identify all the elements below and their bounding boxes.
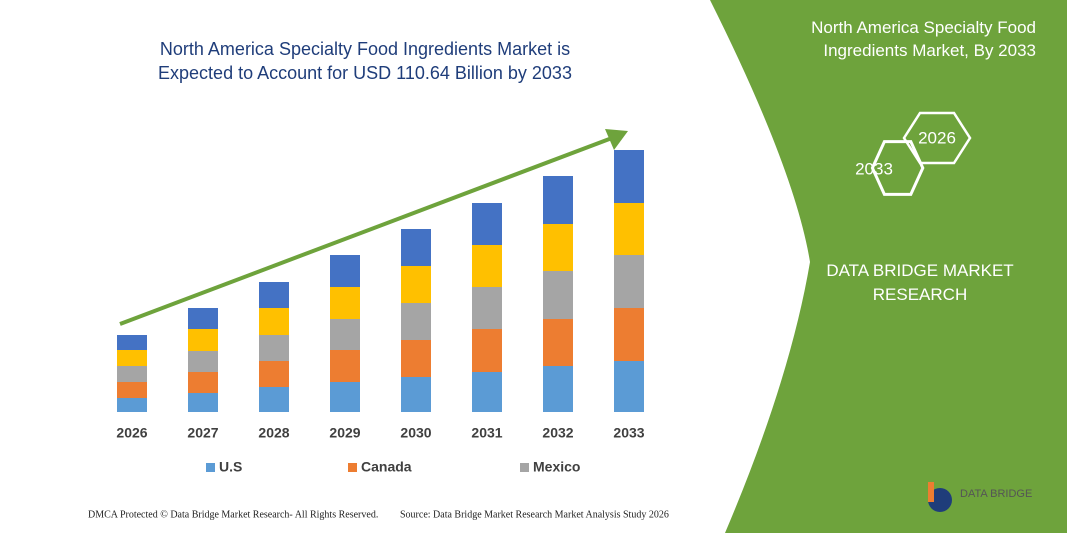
legend-label: U.S bbox=[219, 459, 242, 475]
footer-right: Source: Data Bridge Market Research Mark… bbox=[400, 509, 669, 520]
legend-swatch bbox=[348, 463, 357, 472]
bar-segment bbox=[543, 176, 573, 224]
bar-segment bbox=[259, 282, 289, 308]
legend-label: Mexico bbox=[533, 459, 580, 475]
logo-icon bbox=[928, 482, 934, 502]
green-panel bbox=[710, 0, 1067, 533]
bar-segment bbox=[543, 319, 573, 366]
panel-title: North America Specialty Food Ingredients … bbox=[811, 18, 1036, 60]
bar-segment bbox=[472, 287, 502, 329]
arrow-head bbox=[605, 129, 628, 150]
hex-label: 2033 bbox=[855, 159, 893, 178]
trend-arrow bbox=[119, 136, 613, 326]
bar-segment bbox=[188, 308, 218, 329]
legend-label: Canada bbox=[361, 459, 412, 475]
x-tick-label: 2026 bbox=[116, 425, 147, 441]
bar-segment bbox=[188, 329, 218, 351]
bar-segment bbox=[614, 150, 644, 203]
bar-segment bbox=[401, 266, 431, 303]
bar-segment bbox=[259, 361, 289, 387]
x-tick-label: 2030 bbox=[400, 425, 431, 441]
bar-segment bbox=[401, 303, 431, 340]
x-tick-label: 2031 bbox=[471, 425, 502, 441]
bar-segment bbox=[188, 351, 218, 372]
bar-segment bbox=[401, 377, 431, 412]
bar-segment bbox=[614, 203, 644, 255]
bar-segment bbox=[543, 366, 573, 412]
bar-segment bbox=[543, 224, 573, 271]
bar-segment bbox=[117, 366, 147, 382]
x-tick-label: 2027 bbox=[187, 425, 218, 441]
bar-segment bbox=[543, 271, 573, 319]
bar-segment bbox=[117, 398, 147, 412]
x-tick-label: 2028 bbox=[258, 425, 289, 441]
bar-segment bbox=[117, 350, 147, 366]
bar-segment bbox=[259, 308, 289, 335]
hexagon bbox=[902, 111, 972, 165]
bar-segment bbox=[401, 229, 431, 266]
chart-title: North America Specialty Food Ingredients… bbox=[158, 39, 572, 83]
bar-segment bbox=[330, 287, 360, 319]
bar-segment bbox=[614, 255, 644, 308]
bar-segment bbox=[330, 255, 360, 287]
bar-segment bbox=[401, 340, 431, 377]
bar-segment bbox=[330, 319, 360, 350]
footer-left: DMCA Protected © Data Bridge Market Rese… bbox=[88, 509, 378, 520]
x-tick-label: 2033 bbox=[613, 425, 644, 441]
bar-segment bbox=[472, 203, 502, 245]
logo-text: DATA BRIDGE bbox=[960, 488, 1032, 500]
bar-segment bbox=[188, 393, 218, 412]
bar-segment bbox=[472, 372, 502, 412]
legend-swatch bbox=[206, 463, 215, 472]
brand: DATA BRIDGE MARKET RESEARCH bbox=[826, 261, 1013, 304]
hexagon bbox=[870, 140, 925, 196]
bar-segment bbox=[259, 335, 289, 361]
bar-segment bbox=[614, 361, 644, 412]
bar-segment bbox=[117, 382, 147, 398]
bar-segment bbox=[259, 387, 289, 412]
hex-label: 2026 bbox=[918, 128, 956, 147]
bar-segment bbox=[330, 382, 360, 412]
bar-segment bbox=[472, 245, 502, 287]
x-tick-label: 2029 bbox=[329, 425, 360, 441]
bar-segment bbox=[472, 329, 502, 372]
bar-segment bbox=[330, 350, 360, 382]
bar-segment bbox=[117, 335, 147, 350]
x-tick-label: 2032 bbox=[542, 425, 573, 441]
legend-swatch bbox=[520, 463, 529, 472]
bar-segment bbox=[188, 372, 218, 393]
bar-segment bbox=[614, 308, 644, 361]
